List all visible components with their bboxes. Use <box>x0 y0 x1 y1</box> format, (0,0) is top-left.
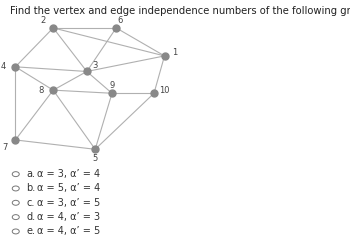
Text: 4: 4 <box>0 62 6 71</box>
Text: a.: a. <box>26 169 35 179</box>
Text: Find the vertex and edge independence numbers of the following graph:: Find the vertex and edge independence nu… <box>10 6 350 16</box>
Text: e.: e. <box>26 226 35 236</box>
Text: α = 4, α’ = 3: α = 4, α’ = 3 <box>37 212 100 222</box>
Text: 6: 6 <box>118 16 123 25</box>
Text: c.: c. <box>26 198 35 208</box>
Text: 7: 7 <box>2 143 8 152</box>
Text: 3: 3 <box>92 61 98 70</box>
Text: 1: 1 <box>172 48 177 57</box>
Text: α = 3, α’ = 4: α = 3, α’ = 4 <box>37 169 100 179</box>
Text: 2: 2 <box>40 16 45 25</box>
Text: α = 4, α’ = 5: α = 4, α’ = 5 <box>37 226 100 236</box>
Text: 5: 5 <box>92 154 98 163</box>
Text: d.: d. <box>26 212 35 222</box>
Text: 9: 9 <box>109 81 115 90</box>
Text: 8: 8 <box>38 86 43 95</box>
Text: b.: b. <box>26 184 35 193</box>
Text: 10: 10 <box>159 86 170 95</box>
Text: α = 5, α’ = 4: α = 5, α’ = 4 <box>37 184 100 193</box>
Text: α = 3, α’ = 5: α = 3, α’ = 5 <box>37 198 100 208</box>
